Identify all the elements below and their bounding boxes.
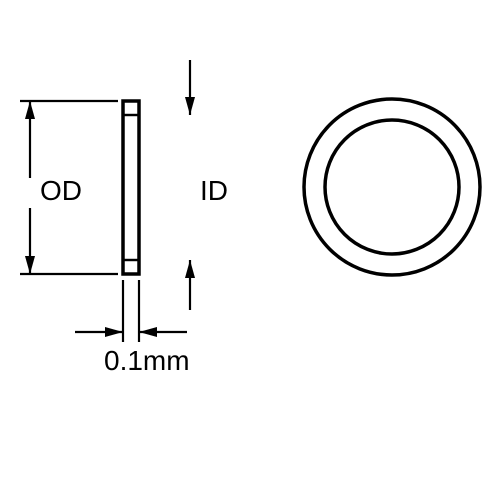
od-label: OD (40, 175, 82, 206)
thickness-label: 0.1mm (104, 345, 190, 376)
washer-dimension-diagram: OD ID 0.1mm (0, 0, 500, 500)
id-label: ID (200, 175, 228, 206)
